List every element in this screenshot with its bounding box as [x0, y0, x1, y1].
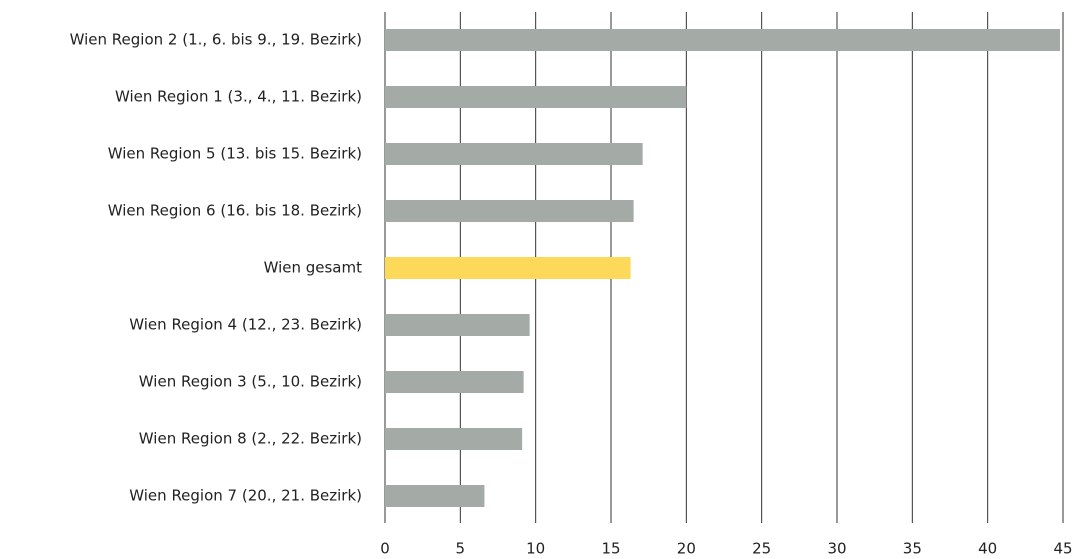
bar: [385, 257, 631, 279]
bar: [385, 314, 530, 336]
y-tick-label: Wien Region 4 (12., 23. Bezirk): [129, 316, 362, 334]
bar: [385, 485, 485, 507]
x-tick-label: 45: [1053, 540, 1072, 558]
y-tick-label: Wien Region 2 (1., 6. bis 9., 19. Bezirk…: [70, 31, 362, 49]
bar: [385, 200, 634, 222]
bar: [385, 29, 1060, 51]
y-tick-label: Wien Region 3 (5., 10. Bezirk): [139, 373, 362, 391]
x-tick-label: 10: [526, 540, 545, 558]
x-tick-label: 15: [601, 540, 620, 558]
y-tick-label: Wien Region 5 (13. bis 15. Bezirk): [108, 145, 362, 163]
y-tick-label: Wien Region 8 (2., 22. Bezirk): [139, 430, 362, 448]
y-tick-label: Wien Region 6 (16. bis 18. Bezirk): [108, 202, 362, 220]
bar: [385, 371, 524, 393]
y-tick-label: Wien gesamt: [264, 259, 363, 277]
x-tick-label: 25: [752, 540, 771, 558]
bar: [385, 143, 643, 165]
x-tick-label: 30: [827, 540, 846, 558]
x-tick-label: 40: [978, 540, 997, 558]
x-tick-label: 5: [456, 540, 466, 558]
x-tick-label: 0: [380, 540, 390, 558]
x-tick-label: 35: [903, 540, 922, 558]
bar: [385, 428, 523, 450]
bar: [385, 86, 687, 108]
x-tick-label: 20: [677, 540, 696, 558]
y-tick-label: Wien Region 1 (3., 4., 11. Bezirk): [115, 88, 362, 106]
y-tick-label: Wien Region 7 (20., 21. Bezirk): [129, 487, 362, 505]
